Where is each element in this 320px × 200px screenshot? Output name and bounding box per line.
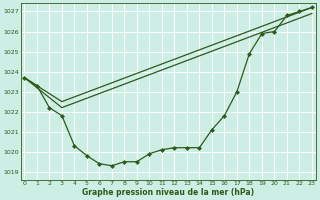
X-axis label: Graphe pression niveau de la mer (hPa): Graphe pression niveau de la mer (hPa) — [82, 188, 254, 197]
